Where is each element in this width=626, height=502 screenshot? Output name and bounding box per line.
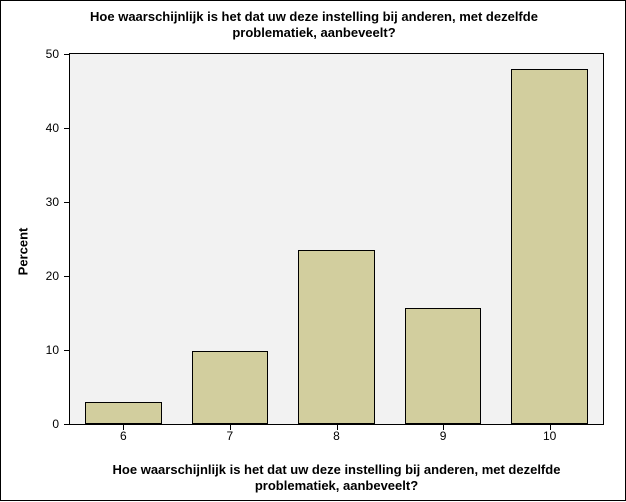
- bar: [298, 250, 375, 424]
- y-tick-mark: [64, 202, 69, 203]
- y-tick-label: 10: [19, 343, 59, 357]
- chart-title-line1: Hoe waarschijnlijk is het dat uw deze in…: [90, 9, 538, 24]
- y-tick-label: 0: [19, 417, 59, 431]
- y-tick-mark: [64, 424, 69, 425]
- x-tick-label: 8: [307, 429, 367, 443]
- plot-area: [69, 53, 604, 425]
- x-axis-label: Hoe waarschijnlijk is het dat uw deze in…: [69, 462, 604, 495]
- x-axis-label-line2: problematiek, aanbeveelt?: [255, 478, 418, 493]
- chart-title-line2: problematiek, aanbeveelt?: [232, 25, 395, 40]
- y-tick-mark: [64, 350, 69, 351]
- x-tick-mark: [550, 425, 551, 430]
- chart-title: Hoe waarschijnlijk is het dat uw deze in…: [1, 9, 626, 42]
- x-tick-label: 10: [520, 429, 580, 443]
- bar: [511, 69, 588, 424]
- chart-frame: Hoe waarschijnlijk is het dat uw deze in…: [0, 0, 626, 501]
- x-tick-mark: [337, 425, 338, 430]
- y-tick-mark: [64, 54, 69, 55]
- bar: [192, 351, 269, 424]
- x-tick-mark: [123, 425, 124, 430]
- x-tick-label: 6: [93, 429, 153, 443]
- x-tick-mark: [230, 425, 231, 430]
- y-tick-mark: [64, 128, 69, 129]
- x-tick-mark: [443, 425, 444, 430]
- y-tick-label: 20: [19, 269, 59, 283]
- x-tick-label: 9: [413, 429, 473, 443]
- y-tick-label: 50: [19, 47, 59, 61]
- bar: [85, 402, 162, 424]
- y-tick-label: 30: [19, 195, 59, 209]
- bar: [405, 308, 482, 424]
- bars-layer: [70, 54, 603, 424]
- y-tick-label: 40: [19, 121, 59, 135]
- y-tick-mark: [64, 276, 69, 277]
- x-tick-label: 7: [200, 429, 260, 443]
- x-axis-label-line1: Hoe waarschijnlijk is het dat uw deze in…: [113, 462, 561, 477]
